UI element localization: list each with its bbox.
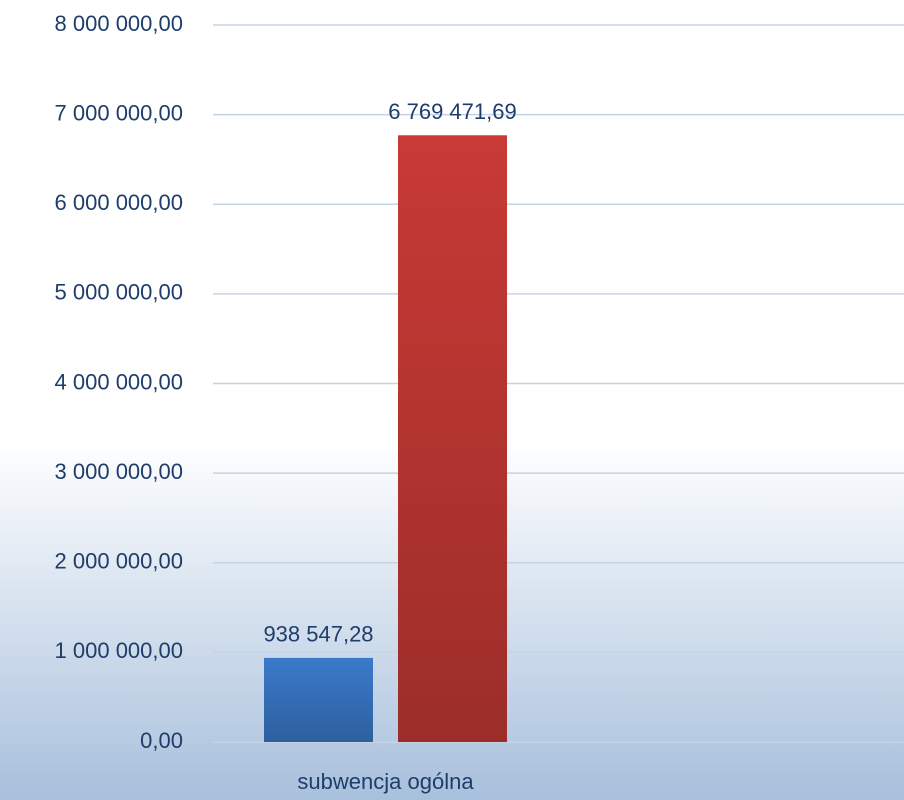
y-tick-label: 7 000 000,00 <box>55 100 183 125</box>
y-tick-label: 6 000 000,00 <box>55 190 183 215</box>
x-tick-label: subwencja ogólna <box>297 769 474 794</box>
y-tick-label: 1 000 000,00 <box>55 638 183 663</box>
y-tick-label: 3 000 000,00 <box>55 459 183 484</box>
y-tick-label: 4 000 000,00 <box>55 369 183 394</box>
bar <box>398 135 507 742</box>
data-label: 938 547,28 <box>263 622 373 647</box>
bar <box>264 657 373 742</box>
y-tick-label: 0,00 <box>140 728 183 753</box>
y-tick-label: 8 000 000,00 <box>55 11 183 36</box>
y-tick-label: 5 000 000,00 <box>55 280 183 305</box>
data-label: 6 769 471,69 <box>388 99 516 124</box>
y-tick-label: 2 000 000,00 <box>55 549 183 574</box>
